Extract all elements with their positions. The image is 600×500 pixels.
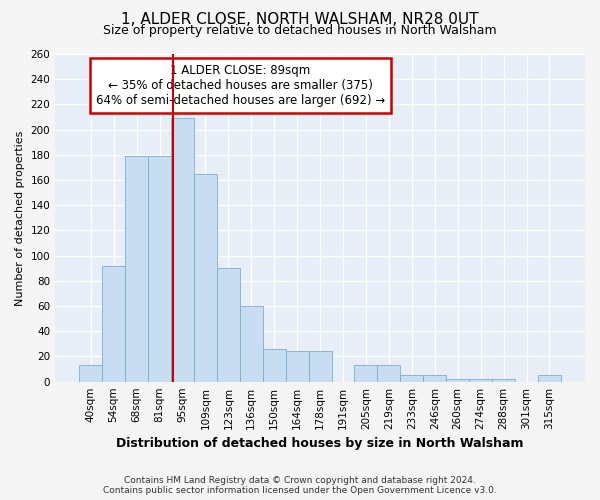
Text: Contains HM Land Registry data © Crown copyright and database right 2024.
Contai: Contains HM Land Registry data © Crown c… [103, 476, 497, 495]
Y-axis label: Number of detached properties: Number of detached properties [15, 130, 25, 306]
Bar [423, 376, 446, 382]
Text: Size of property relative to detached houses in North Walsham: Size of property relative to detached ho… [103, 24, 497, 37]
Bar [148, 156, 171, 382]
Bar [79, 366, 102, 382]
Bar [171, 118, 194, 382]
Text: 1, ALDER CLOSE, NORTH WALSHAM, NR28 0UT: 1, ALDER CLOSE, NORTH WALSHAM, NR28 0UT [121, 12, 479, 28]
Bar [355, 366, 377, 382]
Bar [400, 376, 423, 382]
Bar [217, 268, 240, 382]
Bar [538, 376, 561, 382]
Bar [102, 266, 125, 382]
Bar [240, 306, 263, 382]
Bar [446, 379, 469, 382]
Bar [125, 156, 148, 382]
Bar [308, 352, 332, 382]
Bar [469, 379, 492, 382]
Text: 1 ALDER CLOSE: 89sqm
← 35% of detached houses are smaller (375)
64% of semi-deta: 1 ALDER CLOSE: 89sqm ← 35% of detached h… [96, 64, 385, 107]
Bar [194, 174, 217, 382]
Bar [263, 349, 286, 382]
Bar [492, 379, 515, 382]
X-axis label: Distribution of detached houses by size in North Walsham: Distribution of detached houses by size … [116, 437, 524, 450]
Bar [377, 366, 400, 382]
Bar [286, 352, 308, 382]
